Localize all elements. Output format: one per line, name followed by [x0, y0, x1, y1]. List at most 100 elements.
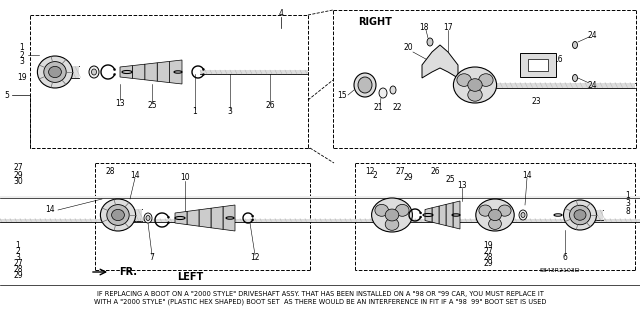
Text: RIGHT: RIGHT [358, 17, 392, 27]
Text: 2: 2 [15, 247, 20, 256]
Ellipse shape [107, 204, 129, 226]
Text: 29: 29 [13, 271, 23, 280]
Text: 4: 4 [278, 9, 284, 18]
Text: 28: 28 [483, 253, 493, 262]
Ellipse shape [499, 205, 511, 216]
Text: 25: 25 [445, 174, 455, 183]
Ellipse shape [488, 209, 501, 221]
Text: 2: 2 [372, 170, 378, 180]
Bar [520, 53, 556, 77]
Text: 13: 13 [457, 181, 467, 189]
Ellipse shape [468, 79, 482, 91]
Text: 8: 8 [625, 206, 630, 216]
Polygon shape [132, 64, 145, 80]
Ellipse shape [519, 210, 527, 220]
Text: 23: 23 [531, 97, 541, 106]
Ellipse shape [49, 66, 61, 78]
Bar [0, 196, 640, 198]
Circle shape [113, 69, 116, 70]
Bar [528, 59, 548, 71]
Bar [0, 219, 640, 221]
Ellipse shape [563, 200, 596, 230]
Polygon shape [211, 207, 223, 229]
Circle shape [168, 216, 170, 218]
Text: LEFT: LEFT [177, 272, 203, 282]
Text: 13: 13 [115, 99, 125, 108]
Text: 27: 27 [483, 247, 493, 256]
Ellipse shape [468, 89, 482, 101]
Text: 22: 22 [392, 102, 402, 112]
Ellipse shape [89, 66, 99, 78]
Circle shape [420, 216, 422, 218]
Text: 28: 28 [13, 264, 23, 273]
Polygon shape [187, 210, 199, 226]
Ellipse shape [457, 74, 471, 86]
Ellipse shape [573, 75, 577, 81]
Text: 27: 27 [13, 164, 23, 173]
Text: 2: 2 [20, 50, 24, 60]
Text: 1: 1 [20, 43, 24, 53]
Polygon shape [170, 60, 182, 84]
Text: S843R2103D: S843R2103D [540, 268, 580, 272]
Ellipse shape [375, 204, 388, 216]
Text: 6: 6 [563, 254, 568, 263]
Ellipse shape [453, 67, 497, 103]
Text: 26: 26 [430, 167, 440, 175]
Text: 7: 7 [150, 254, 154, 263]
Text: 3: 3 [15, 253, 20, 262]
Ellipse shape [390, 86, 396, 94]
Polygon shape [223, 205, 235, 231]
Text: 26: 26 [265, 101, 275, 110]
Ellipse shape [573, 41, 577, 48]
Ellipse shape [479, 74, 493, 86]
Circle shape [252, 215, 253, 217]
Bar [495, 83, 635, 87]
Ellipse shape [427, 38, 433, 46]
Text: 14: 14 [45, 205, 55, 214]
Text: 10: 10 [180, 174, 190, 182]
Ellipse shape [479, 205, 492, 216]
Text: 29: 29 [403, 174, 413, 182]
Ellipse shape [100, 199, 136, 231]
Circle shape [252, 219, 253, 221]
Text: 24: 24 [587, 31, 597, 40]
Polygon shape [425, 208, 432, 222]
Bar [118, 209, 142, 221]
Circle shape [202, 69, 204, 70]
Text: 14: 14 [130, 170, 140, 180]
Ellipse shape [385, 209, 399, 221]
Polygon shape [422, 45, 458, 78]
Circle shape [168, 222, 170, 224]
Text: 19: 19 [17, 73, 27, 83]
Text: 17: 17 [443, 23, 453, 32]
Bar [580, 210, 602, 220]
Text: 30: 30 [13, 177, 23, 187]
Text: 3: 3 [625, 198, 630, 207]
Ellipse shape [379, 88, 387, 98]
Text: 21: 21 [373, 102, 383, 112]
Text: 1: 1 [625, 190, 630, 199]
Polygon shape [120, 66, 132, 78]
Text: 1: 1 [15, 241, 20, 249]
Text: 15: 15 [337, 91, 347, 100]
Text: 25: 25 [147, 101, 157, 110]
Ellipse shape [385, 219, 399, 230]
Text: 29: 29 [13, 170, 23, 180]
Polygon shape [175, 211, 187, 225]
Text: IF REPLACING A BOOT ON A "2000 STYLE" DRIVESHAFT ASSY. THAT HAS BEEN INSTALLED O: IF REPLACING A BOOT ON A "2000 STYLE" DR… [97, 291, 543, 297]
Text: WITH A "2000 STYLE" (PLASTIC HEX SHAPED) BOOT SET  AS THERE WOULD BE AN INTERFER: WITH A "2000 STYLE" (PLASTIC HEX SHAPED)… [94, 299, 546, 305]
Ellipse shape [146, 216, 150, 220]
Polygon shape [157, 61, 170, 83]
Text: 1: 1 [193, 108, 197, 116]
Text: 28: 28 [105, 167, 115, 175]
Text: 3: 3 [20, 57, 24, 66]
Ellipse shape [144, 213, 152, 223]
Polygon shape [199, 208, 211, 228]
Text: 14: 14 [522, 170, 532, 180]
Ellipse shape [111, 209, 124, 221]
Polygon shape [145, 63, 157, 81]
Text: 20: 20 [403, 43, 413, 53]
Ellipse shape [476, 199, 514, 231]
Ellipse shape [570, 205, 591, 225]
Ellipse shape [574, 210, 586, 220]
